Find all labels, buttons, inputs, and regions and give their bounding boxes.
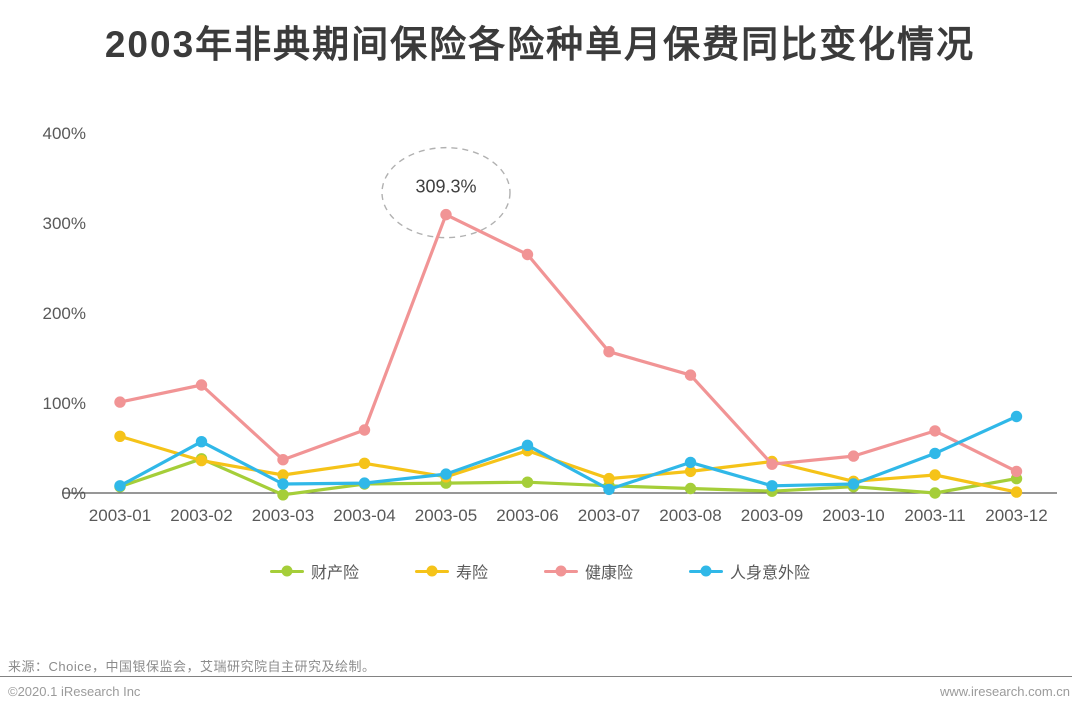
data-point [277, 454, 289, 466]
annotation-ellipse [381, 146, 511, 239]
data-point [929, 447, 941, 460]
data-point [684, 465, 697, 478]
data-point [684, 456, 697, 469]
data-point [440, 468, 452, 480]
legend-label: 人身意外险 [730, 565, 811, 582]
x-tick-label: 2003-07 [578, 506, 640, 525]
data-point [277, 469, 289, 481]
data-point [114, 430, 126, 442]
data-point [521, 248, 534, 261]
y-tick-label: 200% [43, 304, 86, 323]
y-tick-label: 300% [43, 214, 86, 233]
legend-item-accident-insurance: 人身意外险 [689, 559, 810, 583]
data-point [766, 480, 778, 492]
data-point [929, 469, 941, 481]
legend-label: 健康险 [585, 565, 634, 582]
line-dot-marker-icon [544, 565, 578, 578]
line-dot-marker-icon [414, 565, 449, 578]
legend-item-health-insurance: 健康险 [544, 559, 633, 583]
source-note: 来源：Choice，中国银保监会，艾瑞研究院自主研究及绘制。 [8, 659, 376, 674]
data-point [1010, 465, 1023, 478]
data-point [277, 489, 289, 501]
series-line [118, 457, 1019, 497]
legend: 财产险 寿险 健康险 人身意外险 [0, 559, 1080, 583]
data-point [195, 454, 208, 467]
data-point [684, 369, 697, 381]
data-point [277, 478, 289, 490]
legend-item-property-insurance: 财产险 [269, 559, 359, 583]
data-point [114, 480, 126, 492]
x-tick-label: 2003-11 [904, 506, 965, 525]
line-dot-marker-icon [269, 565, 304, 578]
legend-item-life-insurance: 寿险 [414, 559, 488, 583]
series-line [118, 213, 1019, 473]
legend-label: 财产险 [310, 565, 359, 582]
data-point [1010, 486, 1023, 498]
footer-divider [0, 676, 1072, 677]
data-point [603, 472, 615, 485]
x-tick-label: 2003-06 [496, 506, 558, 525]
data-point [929, 487, 941, 499]
x-tick-label: 2003-09 [741, 506, 803, 525]
y-tick-label: 100% [43, 394, 86, 413]
x-tick-label: 2003-10 [822, 506, 884, 525]
data-point [929, 425, 941, 437]
website-text: www.iresearch.com.cn [939, 684, 1070, 699]
line-chart: 0%100%200%300%400%2003-01 2003-02 2003-03 2… [43, 124, 1057, 525]
x-tick-label: 2003-12 [985, 506, 1047, 525]
series-line [118, 414, 1019, 491]
data-point [521, 439, 534, 451]
data-point [684, 482, 697, 495]
data-point [603, 346, 615, 358]
data-point [195, 436, 208, 448]
data-point [603, 483, 615, 496]
chart-title: 2003年非典期间保险各险种单月保费同比变化情况 [104, 24, 976, 65]
legend-label: 寿险 [455, 565, 488, 582]
data-point [847, 450, 860, 462]
data-point [1010, 410, 1023, 423]
line-dot-marker-icon [689, 565, 724, 578]
data-point [847, 478, 860, 490]
x-tick-label: 2003-01 [89, 506, 151, 525]
data-point [358, 424, 371, 436]
x-tick-label: 2003-04 [333, 506, 395, 525]
x-tick-label: 2003-08 [659, 506, 721, 525]
copyright-text: ©2020.1 iResearch Inc [8, 684, 141, 699]
data-point [195, 379, 208, 391]
x-tick-label: 2003-03 [252, 506, 314, 525]
data-point [440, 208, 452, 221]
x-tick-label: 2003-02 [170, 506, 232, 525]
data-point [114, 396, 126, 408]
data-point [358, 477, 371, 489]
annotation-value-label: 309.3% [415, 176, 477, 197]
data-point [766, 458, 778, 470]
data-point [358, 457, 371, 469]
y-tick-label: 400% [43, 124, 86, 143]
data-point [521, 476, 534, 488]
x-tick-label: 2003-05 [415, 506, 477, 525]
